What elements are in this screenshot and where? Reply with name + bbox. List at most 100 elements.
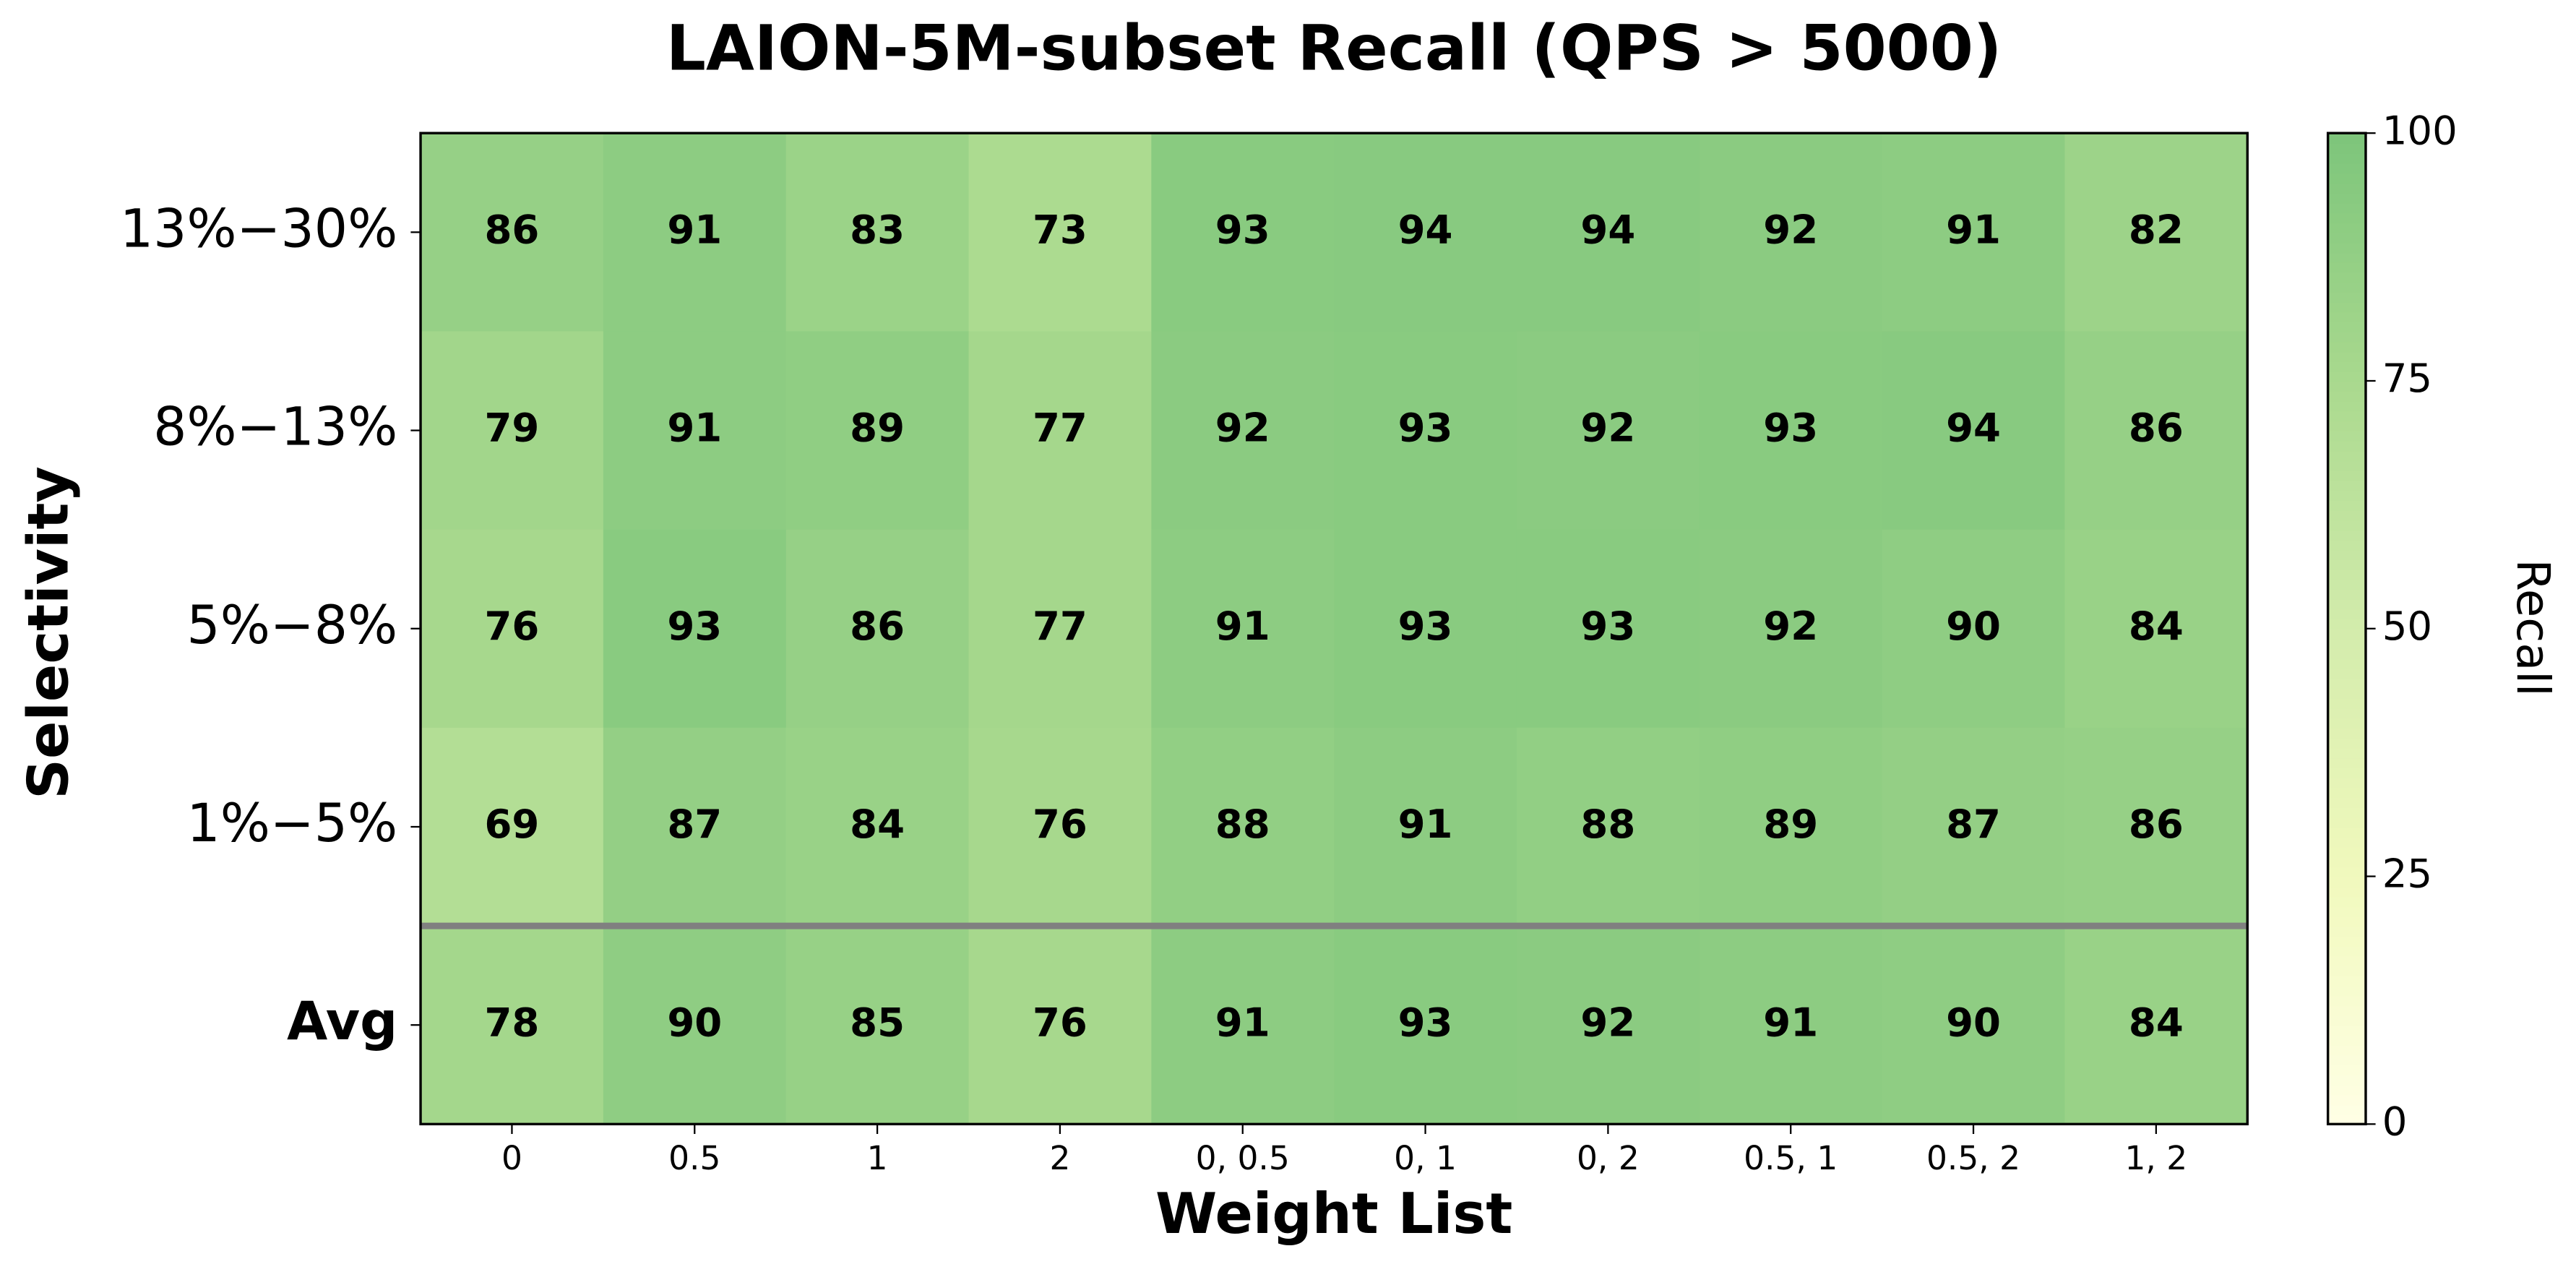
heatmap-cell [1882, 133, 2066, 332]
colorbar-segment [2327, 975, 2366, 987]
heatmap-cell [1699, 727, 1883, 927]
colorbar-segment [2327, 420, 2366, 431]
heatmap-cell [1151, 926, 1335, 1125]
colorbar-segment [2327, 262, 2366, 273]
colorbar-segment [2327, 906, 2366, 917]
cell-label: 69 [484, 801, 539, 847]
y-axis-label: Selectivity [17, 466, 82, 799]
cell-label: 79 [484, 405, 539, 451]
colorbar-segment [2327, 846, 2366, 858]
heatmap-cell [1699, 331, 1883, 530]
colorbar-segment [2327, 163, 2366, 174]
colorbar-segment [2327, 529, 2366, 541]
x-tick-label: 0, 2 [1577, 1139, 1640, 1177]
colorbar-segment [2327, 1074, 2366, 1086]
cell-label: 77 [1033, 603, 1087, 649]
heatmap-cell [1516, 727, 1700, 927]
colorbar-segment [2327, 796, 2366, 808]
colorbar-segment [2327, 510, 2366, 521]
cell-label: 93 [667, 603, 722, 649]
colorbar-segment [2327, 817, 2366, 828]
colorbar-segment [2327, 242, 2366, 254]
colorbar-segment [2327, 668, 2366, 679]
colorbar-segment [2327, 142, 2366, 154]
cell-label: 77 [1033, 405, 1087, 451]
cell-label: 87 [667, 801, 722, 847]
cell-label: 91 [1215, 603, 1270, 649]
colorbar-segment [2327, 747, 2366, 759]
colorbar-segment [2327, 499, 2366, 511]
colorbar-segment [2327, 450, 2366, 462]
cell-label: 90 [1946, 999, 2001, 1045]
y-tick-label: Avg [287, 991, 397, 1052]
heatmap-cell [421, 331, 605, 530]
cell-label: 86 [850, 603, 905, 649]
colorbar-segment [2327, 658, 2366, 669]
cell-label: 84 [2129, 999, 2184, 1045]
colorbar-segment [2327, 252, 2366, 263]
colorbar-segment [2327, 202, 2366, 214]
colorbar-segment [2327, 886, 2366, 898]
cell-label: 89 [1763, 801, 1818, 847]
colorbar-segment [2327, 955, 2366, 967]
cell-label: 85 [850, 999, 905, 1045]
colorbar-segment [2327, 519, 2366, 531]
heatmap-cell [1699, 529, 1883, 729]
colorbar-tick-label: 75 [2382, 355, 2432, 401]
heatmap-cell [1699, 926, 1883, 1125]
cell-label: 76 [1033, 999, 1087, 1045]
cell-label: 76 [1033, 801, 1087, 847]
colorbar-segment [2327, 212, 2366, 223]
heatmap-cell [968, 727, 1153, 927]
colorbar-segment [2327, 281, 2366, 293]
colorbar-segment [2327, 1054, 2366, 1066]
colorbar-segment [2327, 361, 2366, 372]
y-tick-label: 8%−13% [153, 397, 397, 458]
heatmap-cell [1516, 331, 1700, 530]
cell-label: 91 [1946, 206, 2001, 252]
colorbar-tick-label: 50 [2382, 603, 2432, 649]
colorbar-segment [2327, 985, 2366, 997]
heatmap-cell [785, 529, 970, 729]
x-tick-label: 0.5 [668, 1139, 720, 1177]
colorbar-segment [2327, 460, 2366, 471]
colorbar-segment [2327, 598, 2366, 610]
colorbar-segment [2327, 807, 2366, 818]
cell-label: 91 [1763, 999, 1818, 1045]
colorbar-segment [2327, 628, 2366, 640]
cell-label: 88 [1215, 801, 1270, 847]
heatmap-cell [1882, 727, 2066, 927]
cell-label: 73 [1033, 206, 1087, 252]
cell-label: 92 [1580, 405, 1635, 451]
colorbar-segment [2327, 390, 2366, 402]
cell-label: 91 [667, 206, 722, 252]
colorbar-segment [2327, 351, 2366, 362]
heatmap-cell [1516, 529, 1700, 729]
cell-label: 92 [1763, 603, 1818, 649]
x-tick-label: 0.5, 1 [1744, 1139, 1838, 1177]
y-tick-label: 13%−30% [120, 198, 397, 259]
colorbar-segment [2327, 173, 2366, 184]
cell-label: 93 [1398, 603, 1453, 649]
cell-label: 92 [1580, 999, 1635, 1045]
colorbar-segment [2327, 1025, 2366, 1036]
cell-label: 88 [1580, 801, 1635, 847]
y-tick-label: 5%−8% [186, 595, 397, 656]
heatmap-cell [421, 133, 605, 332]
cell-label: 93 [1215, 206, 1270, 252]
heatmap-cell [2064, 926, 2249, 1125]
heatmap-cell [785, 926, 970, 1125]
colorbar-tick-label: 0 [2382, 1098, 2408, 1144]
cell-label: 90 [1946, 603, 2001, 649]
heatmap-cell [2064, 331, 2249, 530]
heatmap-cell [1516, 133, 1700, 332]
colorbar-segment [2327, 311, 2366, 323]
heatmap-cell [1334, 727, 1518, 927]
heatmap-cell [421, 727, 605, 927]
heatmap-cell [2064, 529, 2249, 729]
colorbar-segment [2327, 1114, 2366, 1125]
chart-title: LAION-5M-subset Recall (QPS > 5000) [666, 13, 2002, 85]
colorbar-segment [2327, 440, 2366, 452]
heatmap-cell [1334, 133, 1518, 332]
heatmap-cell [968, 926, 1153, 1125]
